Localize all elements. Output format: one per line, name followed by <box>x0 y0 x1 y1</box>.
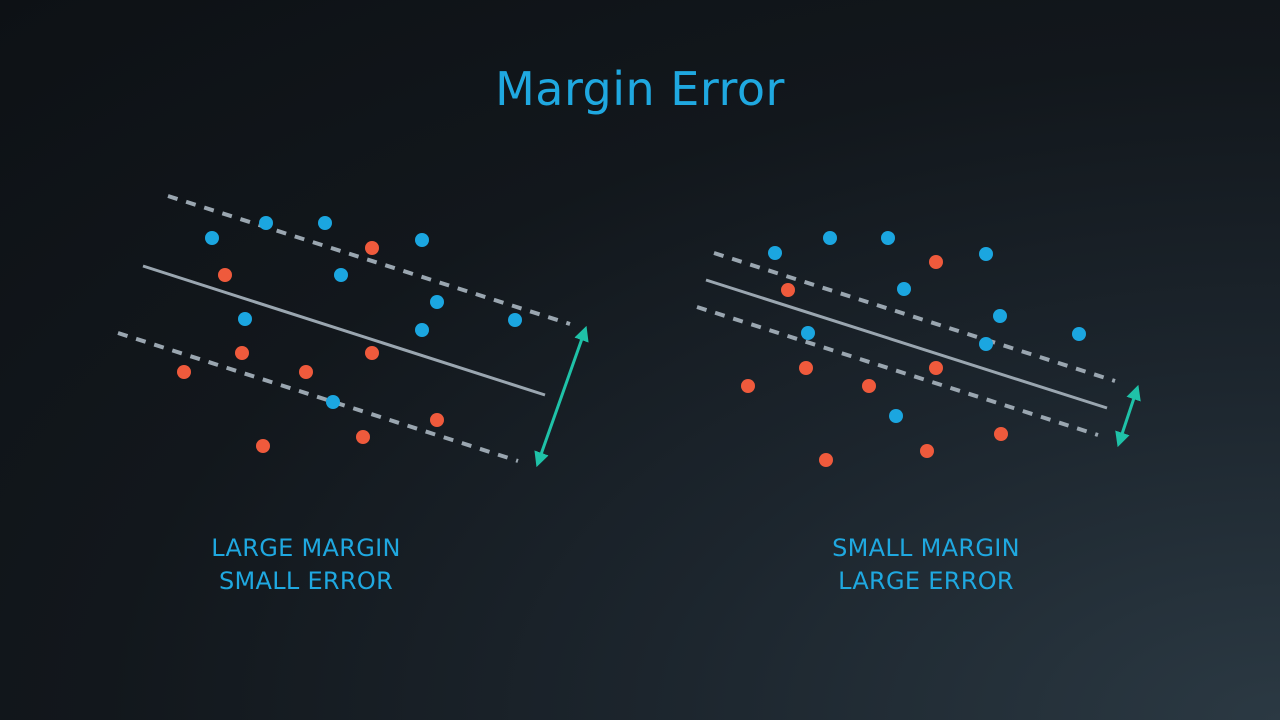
blue-point <box>318 216 332 230</box>
margin-line-lower <box>117 331 519 463</box>
blue-point <box>768 246 782 260</box>
red-point <box>235 346 249 360</box>
panel-right <box>696 231 1141 467</box>
red-point <box>365 346 379 360</box>
blue-point <box>326 395 340 409</box>
blue-point <box>889 409 903 423</box>
blue-point <box>979 247 993 261</box>
red-point <box>920 444 934 458</box>
blue-point <box>823 231 837 245</box>
blue-point <box>415 233 429 247</box>
red-point <box>929 255 943 269</box>
blue-point <box>801 326 815 340</box>
red-point <box>799 361 813 375</box>
red-point <box>299 365 313 379</box>
margin-width-arrow <box>1115 384 1141 448</box>
red-point <box>177 365 191 379</box>
blue-point <box>897 282 911 296</box>
caption-left-line1: LARGE MARGIN <box>211 534 401 562</box>
blue-point <box>415 323 429 337</box>
blue-point <box>238 312 252 326</box>
blue-point <box>1072 327 1086 341</box>
red-point <box>256 439 270 453</box>
red-point <box>862 379 876 393</box>
blue-point <box>881 231 895 245</box>
blue-point <box>334 268 348 282</box>
margin-line-upper <box>713 251 1116 383</box>
red-point <box>929 361 943 375</box>
red-point <box>365 241 379 255</box>
blue-point <box>205 231 219 245</box>
red-point <box>741 379 755 393</box>
boundary-line <box>705 278 1108 410</box>
panel-left <box>117 194 589 468</box>
blue-point <box>993 309 1007 323</box>
boundary-line <box>142 264 546 397</box>
caption-left: LARGE MARGIN SMALL ERROR <box>126 532 486 598</box>
blue-point <box>259 216 273 230</box>
red-point <box>994 427 1008 441</box>
red-point <box>356 430 370 444</box>
caption-right-line2: LARGE ERROR <box>838 567 1014 595</box>
blue-point <box>508 313 522 327</box>
caption-right-line1: SMALL MARGIN <box>832 534 1020 562</box>
red-point <box>218 268 232 282</box>
red-point <box>430 413 444 427</box>
red-point <box>781 283 795 297</box>
margin-width-arrow <box>534 325 589 468</box>
blue-point <box>430 295 444 309</box>
page-title: Margin Error <box>495 62 785 116</box>
margin-line-lower <box>696 305 1099 437</box>
blue-point <box>979 337 993 351</box>
caption-right: SMALL MARGIN LARGE ERROR <box>746 532 1106 598</box>
red-point <box>819 453 833 467</box>
margin-line-upper <box>167 194 571 326</box>
caption-left-line2: SMALL ERROR <box>218 567 394 595</box>
